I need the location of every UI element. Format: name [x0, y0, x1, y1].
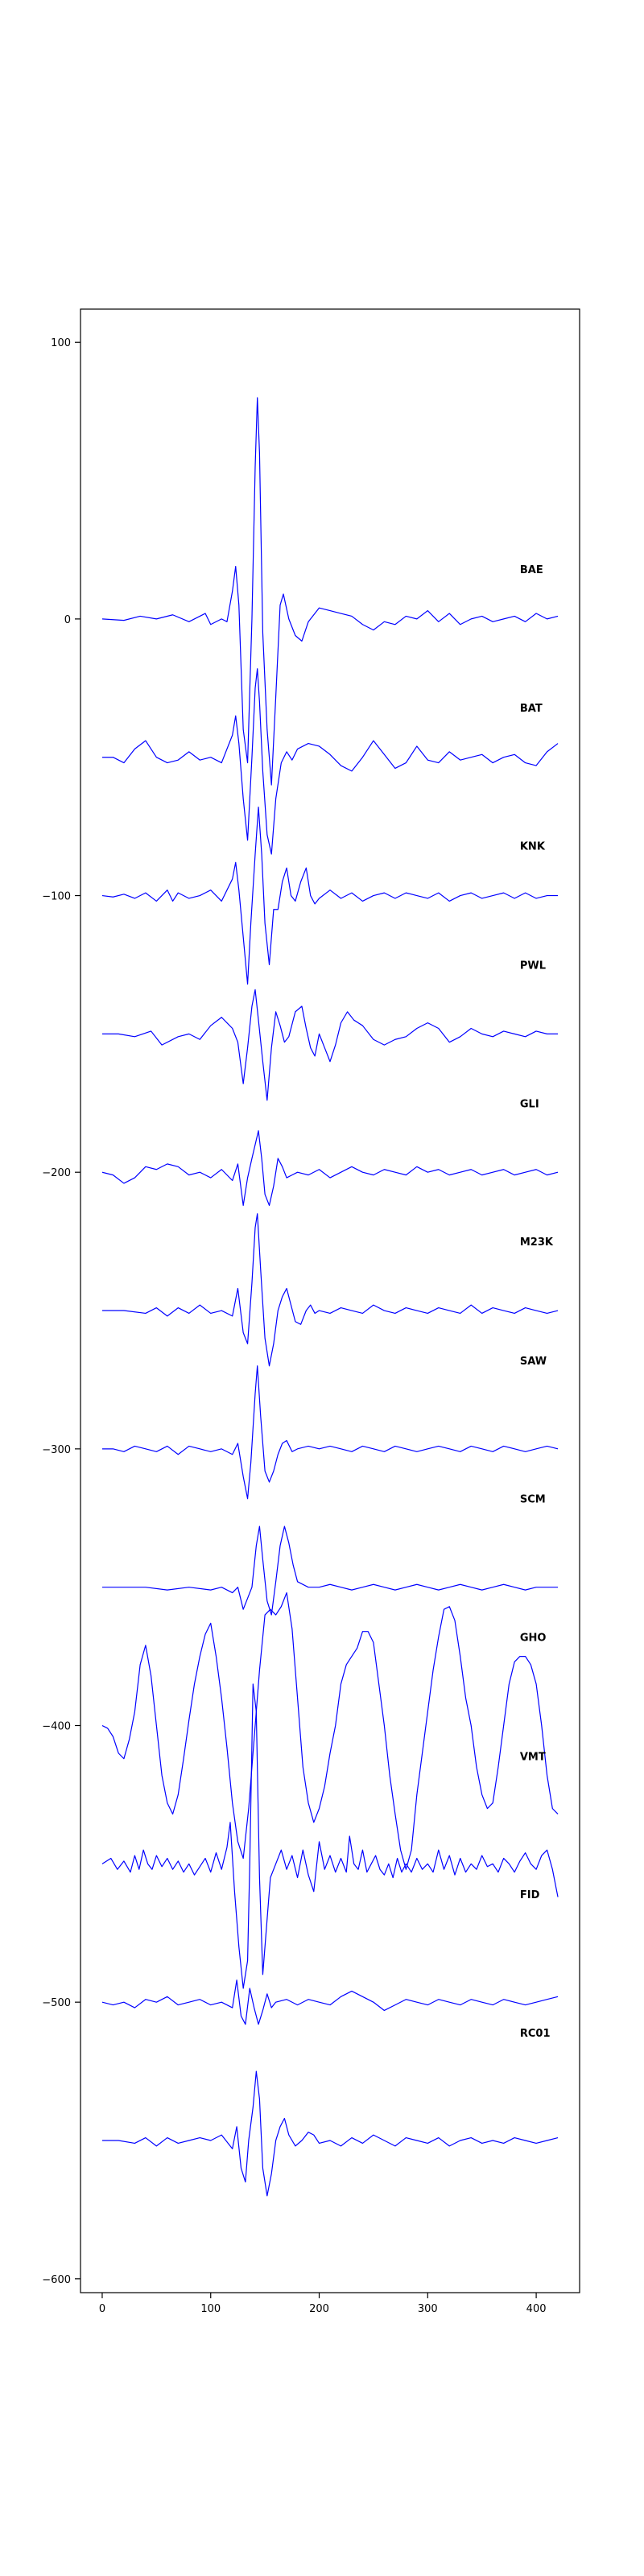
x-tick-label: 200 [309, 2303, 329, 2315]
station-labels: BAE BAT KNK PWL GLI M23K SAW SCM GHO VMT FID RC01 [520, 564, 554, 2040]
trace-gli [101, 1130, 559, 1207]
y-tick-label: 100 [51, 337, 71, 349]
trace-bae [101, 397, 559, 786]
x-tick-label: 400 [526, 2303, 547, 2315]
y-tick-label: −400 [42, 1721, 71, 1733]
x-axis: 0 100 200 300 400 [99, 2293, 547, 2315]
station-label-gho: GHO [520, 1633, 547, 1645]
trace-gho [101, 1591, 559, 1870]
station-label-scm: SCM [520, 1494, 546, 1506]
y-tick-label: −200 [42, 1167, 71, 1179]
trace-vmt [101, 1683, 559, 1989]
y-tick-label: −500 [42, 1997, 71, 2009]
station-label-knk: KNK [520, 841, 546, 853]
station-label-bae: BAE [520, 564, 543, 576]
y-tick-label: −100 [42, 891, 71, 903]
trace-bat [101, 668, 559, 855]
trace-pwl [101, 989, 559, 1101]
trace-knk [101, 806, 559, 985]
plot-frame [80, 308, 580, 2293]
x-tick-label: 100 [200, 2303, 221, 2315]
station-label-rc01: RC01 [520, 2028, 551, 2040]
x-tick-label: 300 [418, 2303, 438, 2315]
station-label-vmt: VMT [520, 1751, 546, 1763]
station-label-m23k: M23K [520, 1236, 554, 1249]
y-tick-label: 0 [64, 614, 71, 626]
trace-m23k [101, 1213, 559, 1367]
station-label-bat: BAT [520, 703, 543, 715]
station-label-gli: GLI [520, 1098, 539, 1110]
y-tick-label: −600 [42, 2274, 71, 2286]
trace-group [101, 397, 559, 2197]
trace-scm [101, 1525, 559, 1616]
station-label-fid: FID [520, 1889, 540, 1901]
trace-saw [101, 1365, 559, 1500]
x-tick-label: 0 [99, 2303, 105, 2315]
trace-fid [101, 1979, 559, 2025]
y-axis: 100 0 −100 −200 −300 −400 −500 −600 [42, 337, 80, 2286]
y-tick-label: −300 [42, 1444, 71, 1456]
trace-rc01 [101, 2070, 559, 2197]
station-label-pwl: PWL [520, 960, 546, 972]
station-label-saw: SAW [520, 1356, 547, 1368]
